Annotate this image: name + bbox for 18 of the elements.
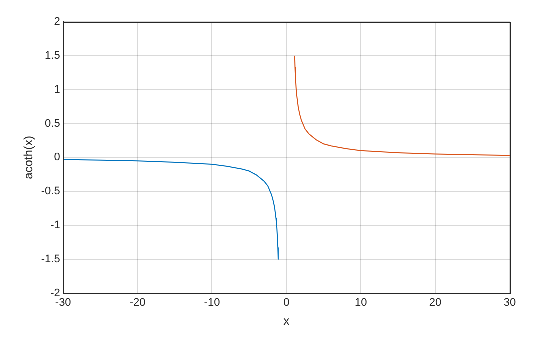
x-tick-label: 30	[504, 297, 516, 310]
y-tick-label: 1	[54, 84, 60, 96]
y-tick-label: 2	[54, 16, 60, 28]
y-tick-label: 0.5	[45, 118, 60, 130]
y-tick-label: -1.5	[41, 254, 60, 266]
y-axis-title: acoth(x)	[22, 136, 36, 180]
x-tick-label: 0	[284, 297, 290, 310]
x-tick-label: 20	[429, 297, 442, 310]
y-tick-label: -1	[50, 220, 60, 232]
x-tick-label: 10	[354, 297, 368, 310]
y-tick-label: 1.5	[45, 50, 60, 62]
y-tick-label: -0.5	[41, 186, 60, 198]
x-tick-label: -30	[55, 297, 72, 310]
y-tick-label: -2	[50, 287, 60, 300]
x-tick-label: -10	[204, 297, 220, 310]
x-axis-title: x	[284, 314, 290, 328]
y-tick-label: 0	[54, 152, 60, 164]
x-tick-label: -20	[130, 297, 146, 310]
